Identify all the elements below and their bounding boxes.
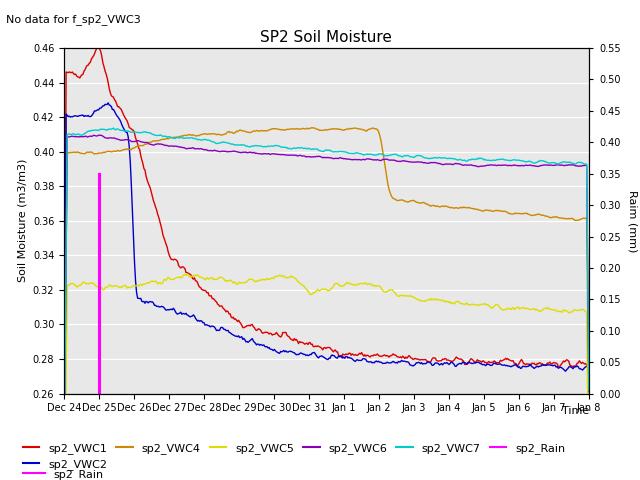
Title: SP2 Soil Moisture: SP2 Soil Moisture (260, 30, 392, 46)
Y-axis label: Raim (mm): Raim (mm) (627, 190, 637, 252)
Y-axis label: Soil Moisture (m3/m3): Soil Moisture (m3/m3) (17, 159, 28, 283)
Text: Time: Time (561, 406, 589, 416)
Legend: sp2_VWC1, sp2_VWC2, sp2_VWC4, sp2_VWC5, sp2_VWC6, sp2_VWC7, sp2_Rain: sp2_VWC1, sp2_VWC2, sp2_VWC4, sp2_VWC5, … (19, 438, 570, 474)
Text: TZ_osu: TZ_osu (0, 479, 1, 480)
Legend: sp2_Rain: sp2_Rain (19, 464, 109, 480)
Text: No data for f_sp2_VWC3: No data for f_sp2_VWC3 (6, 14, 141, 25)
